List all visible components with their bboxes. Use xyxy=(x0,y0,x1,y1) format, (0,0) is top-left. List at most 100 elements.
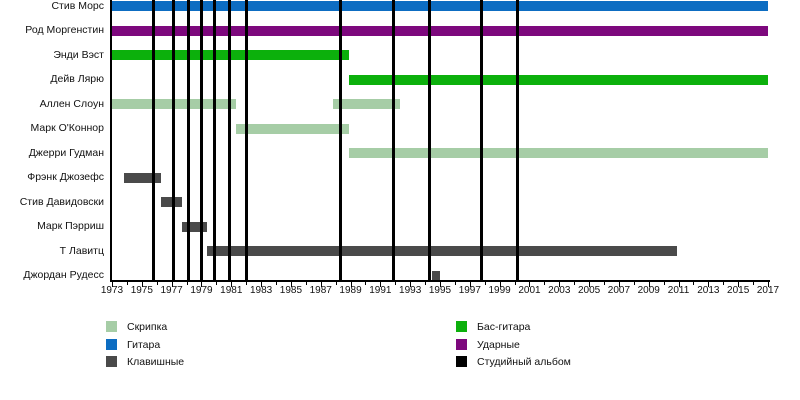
axis-tick xyxy=(589,282,591,287)
axis-tick xyxy=(395,282,397,285)
legend-swatch-bass xyxy=(456,321,467,332)
timeline-bar xyxy=(182,221,208,232)
axis-tick xyxy=(768,282,769,287)
legend-swatch-album xyxy=(456,356,467,367)
axis-tick xyxy=(738,282,740,287)
axis-year-label: 1989 xyxy=(339,285,362,296)
axis-tick xyxy=(410,282,412,287)
studio-album-line xyxy=(228,0,232,281)
axis-year-label: 2007 xyxy=(607,285,631,296)
axis-tick xyxy=(499,282,501,287)
axis-tick xyxy=(156,282,158,285)
studio-album-line xyxy=(516,0,520,281)
axis-tick xyxy=(112,282,113,287)
legend-label: Бас-гитара xyxy=(477,321,531,333)
axis-tick xyxy=(171,282,173,287)
studio-album-line xyxy=(199,0,203,281)
axis-year-label: 1991 xyxy=(369,285,392,296)
axis-tick xyxy=(723,282,725,285)
member-name: Джордан Рудесс xyxy=(23,269,104,281)
axis-year-label: 1995 xyxy=(428,285,452,296)
axis-tick xyxy=(440,282,441,287)
axis-tick xyxy=(201,282,203,287)
member-name: Род Моргенстин xyxy=(25,24,104,36)
legend-swatch-drums xyxy=(456,338,467,350)
studio-album-line xyxy=(213,0,217,281)
legend-label: Гитара xyxy=(127,338,161,351)
legend-swatch-keys xyxy=(106,356,117,367)
axis-tick xyxy=(454,282,456,285)
member-name: Марк Пэрриш xyxy=(37,220,104,232)
axis-tick xyxy=(678,282,680,287)
axis-year-label: 1997 xyxy=(458,285,481,296)
axis-tick xyxy=(708,282,710,287)
axis-tick xyxy=(380,282,382,287)
axis-year-label: 1985 xyxy=(279,285,303,296)
timeline-bar xyxy=(207,246,678,256)
axis-year-label: 1979 xyxy=(190,285,213,296)
axis-year-label: 2017 xyxy=(756,285,780,296)
legend-label: Ударные xyxy=(477,338,520,351)
axis-tick xyxy=(529,282,531,287)
axis-year-label: 2013 xyxy=(697,285,720,296)
axis-tick xyxy=(663,282,665,285)
timeline-bar xyxy=(123,172,162,183)
axis-year-label: 2003 xyxy=(548,285,571,296)
axis-tick xyxy=(559,282,561,287)
timeline-bar xyxy=(332,99,400,109)
studio-album-line xyxy=(186,0,190,281)
member-name: Джерри Гудман xyxy=(28,146,104,159)
timeline-bar xyxy=(431,270,440,281)
timeline-bar xyxy=(161,197,183,207)
axis-year-label: 1981 xyxy=(220,285,243,296)
axis-tick xyxy=(753,282,755,285)
axis-year-label: 1993 xyxy=(399,285,422,296)
axis-tick xyxy=(290,282,292,287)
axis-year-label: 1973 xyxy=(100,285,124,296)
axis-year-label: 1999 xyxy=(488,285,511,296)
axis-year-label: 1987 xyxy=(309,285,332,296)
axis-year-label: 2015 xyxy=(727,285,750,296)
axis-year-label: 2011 xyxy=(667,285,690,296)
axis-tick xyxy=(231,282,233,287)
member-name: Стив Давидовски xyxy=(19,195,104,208)
legend-swatch-guitar xyxy=(106,338,117,350)
studio-album-line xyxy=(392,0,396,281)
legend-swatch-violin xyxy=(106,321,117,332)
studio-album-line xyxy=(171,0,175,281)
axis-year-label: 1977 xyxy=(160,285,183,296)
axis-tick xyxy=(305,282,307,285)
studio-album-line xyxy=(480,0,484,281)
axis-year-label: 2001 xyxy=(518,285,541,296)
axis-tick xyxy=(544,282,546,285)
axis-tick xyxy=(648,282,650,287)
timeline-bar xyxy=(349,148,768,158)
axis-year-label: 2005 xyxy=(577,285,601,296)
studio-album-line xyxy=(152,0,156,281)
axis-tick xyxy=(514,282,516,285)
studio-album-line xyxy=(428,0,432,281)
axis-tick xyxy=(484,282,486,285)
axis-tick xyxy=(574,282,576,285)
axis-tick xyxy=(216,282,218,285)
timeline-bar xyxy=(112,1,768,11)
axis-year-label: 2009 xyxy=(637,285,660,296)
axis-tick xyxy=(126,282,128,285)
axis-tick xyxy=(320,282,322,287)
axis-tick xyxy=(350,282,352,287)
axis-tick xyxy=(618,282,620,287)
axis-tick xyxy=(246,282,248,285)
axis-tick xyxy=(141,282,143,287)
legend-label: Клавишные xyxy=(127,356,185,368)
timeline-bar xyxy=(349,74,768,85)
timeline-bar xyxy=(235,123,350,134)
x-axis-line xyxy=(110,280,770,282)
axis-tick xyxy=(365,282,367,285)
legend-label: Студийный альбом xyxy=(477,356,571,368)
timeline-bar xyxy=(112,25,768,36)
studio-album-line xyxy=(338,0,342,281)
member-name: Стив Морс xyxy=(51,0,104,12)
axis-year-label: 1975 xyxy=(130,285,153,296)
axis-tick xyxy=(186,282,188,285)
